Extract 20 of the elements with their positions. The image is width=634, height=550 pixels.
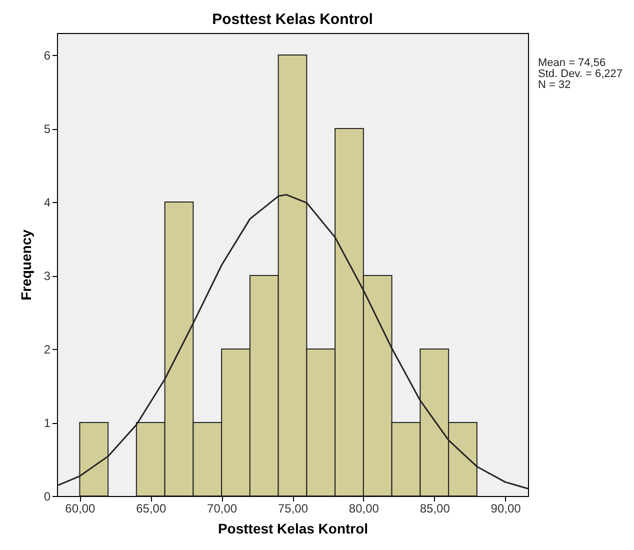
y-tick-label: 5: [44, 122, 51, 136]
text: Std. Dev. = 6,227: [538, 68, 622, 80]
x-tick-label: 65,00: [136, 502, 166, 516]
y-tick-label: 6: [44, 48, 51, 63]
x-tick-label: 85,00: [420, 502, 450, 516]
y-tick-label: 1: [44, 416, 51, 430]
x-tick-label: 90,00: [490, 502, 522, 516]
y-tick-label: 0: [44, 490, 51, 504]
x-axis-title: Posttest Kelas Kontrol: [218, 520, 368, 536]
y-tick-label: 4: [44, 196, 51, 210]
y-tick-label: 2: [44, 342, 51, 357]
y-axis-title: Frequency: [18, 229, 34, 300]
x-tick-label: 75,00: [278, 502, 308, 516]
x-tick-label: 60,00: [65, 502, 96, 516]
x-tick-label: 70,00: [207, 502, 238, 516]
x-tick-label: 80,00: [348, 502, 380, 516]
text: Mean = 74,56: [538, 57, 606, 69]
text: N = 32: [538, 79, 571, 91]
y-tick-label: 3: [44, 269, 51, 284]
chart-title: Posttest Kelas Kontrol: [212, 11, 373, 28]
